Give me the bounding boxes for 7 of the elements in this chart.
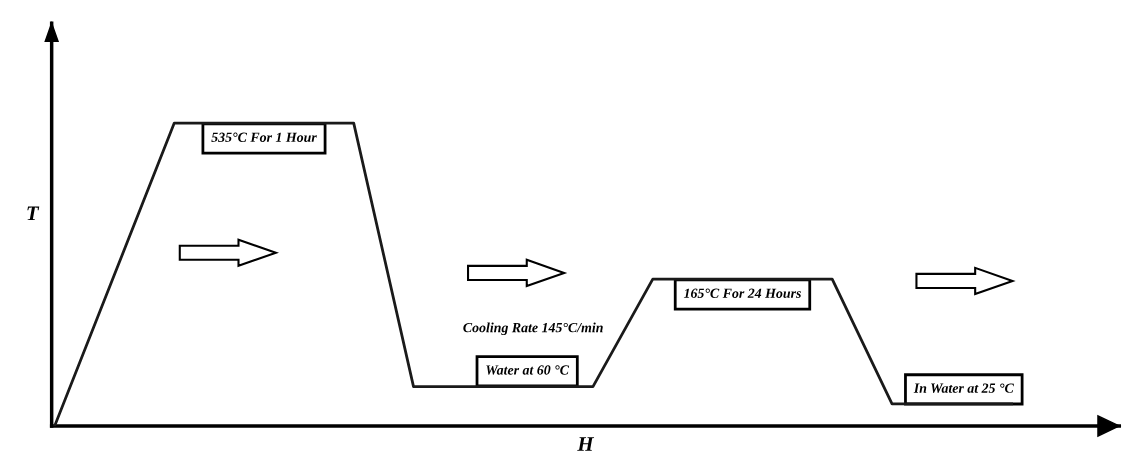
annotation: 535°C For 1 Hour [211,132,317,142]
annotation: Cooling Rate 145°C/min [463,322,603,336]
x-axis-title: H [577,437,595,451]
annotation: Water at 60 °C [486,365,570,375]
annotation: 165°C For 24 Hours [683,288,801,298]
y-axis-title: T [27,206,40,221]
annotation: In Water at 25 °C [913,383,1014,393]
